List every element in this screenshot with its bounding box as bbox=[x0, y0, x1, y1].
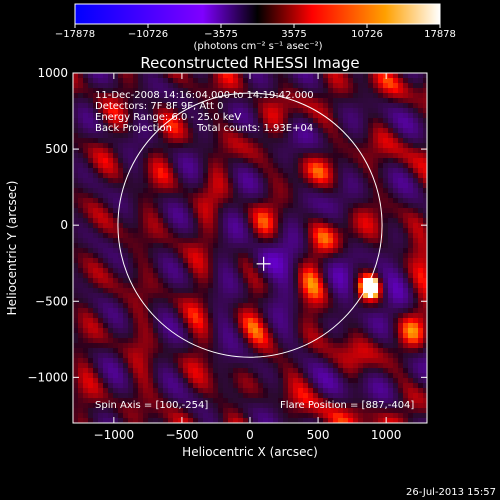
flare-position-label: Flare Position = [887,-404] bbox=[280, 400, 414, 411]
y-axis-label: Heliocentric Y (arcsec) bbox=[5, 181, 19, 316]
spin-axis-marker bbox=[256, 256, 271, 271]
y-tick-label: 1000 bbox=[37, 66, 68, 80]
solar-limb-circle bbox=[117, 92, 383, 358]
axis-ticks: −1000 −500 0 500 1000 −1000 −500 0 500 1000 bbox=[27, 66, 427, 442]
colorbar bbox=[74, 3, 441, 25]
energy-range-label: Energy Range: 6.0 - 25.0 keV bbox=[95, 112, 241, 123]
colorbar-tick-label: 3575 bbox=[281, 29, 306, 40]
detectors-label: Detectors: 7F 8F 9F, Att 0 bbox=[95, 101, 223, 112]
x-tick-label: 500 bbox=[307, 428, 330, 442]
colorbar-tick-label: −3575 bbox=[204, 29, 238, 40]
heatmap-image bbox=[73, 73, 427, 423]
colorbar-tick-label: 10726 bbox=[351, 29, 383, 40]
chart-title: Reconstructed RHESSI Image bbox=[140, 54, 359, 72]
x-tick-label: −500 bbox=[165, 428, 198, 442]
colorbar-unit-label: (photons cm⁻² s⁻¹ asec⁻²) bbox=[193, 41, 322, 52]
method-label: Back Projection bbox=[95, 123, 172, 134]
timestamp: 26-Jul-2013 15:57 bbox=[406, 487, 496, 498]
colorbar-tick-label: −17878 bbox=[55, 29, 95, 40]
total-counts-label: Total counts: 1.93E+04 bbox=[196, 123, 313, 134]
colorbar-ticks: −17878 −10726 −3575 3575 10726 17878 bbox=[55, 24, 456, 40]
y-tick-label: 500 bbox=[45, 142, 68, 156]
colorbar-tick-label: 17878 bbox=[424, 29, 456, 40]
x-tick-label: −1000 bbox=[94, 428, 135, 442]
time-range-label: 11-Dec-2008 14:16:04.000 to 14:19:42.000 bbox=[95, 90, 314, 101]
y-tick-label: −500 bbox=[35, 294, 68, 308]
y-tick-label: 0 bbox=[60, 218, 68, 232]
y-tick-label: −1000 bbox=[27, 370, 68, 384]
spin-axis-label: Spin Axis = [100,-254] bbox=[95, 400, 208, 411]
x-axis-label: Heliocentric X (arcsec) bbox=[182, 445, 318, 459]
x-tick-label: 1000 bbox=[371, 428, 402, 442]
colorbar-tick-label: −10726 bbox=[128, 29, 168, 40]
x-tick-label: 0 bbox=[246, 428, 254, 442]
